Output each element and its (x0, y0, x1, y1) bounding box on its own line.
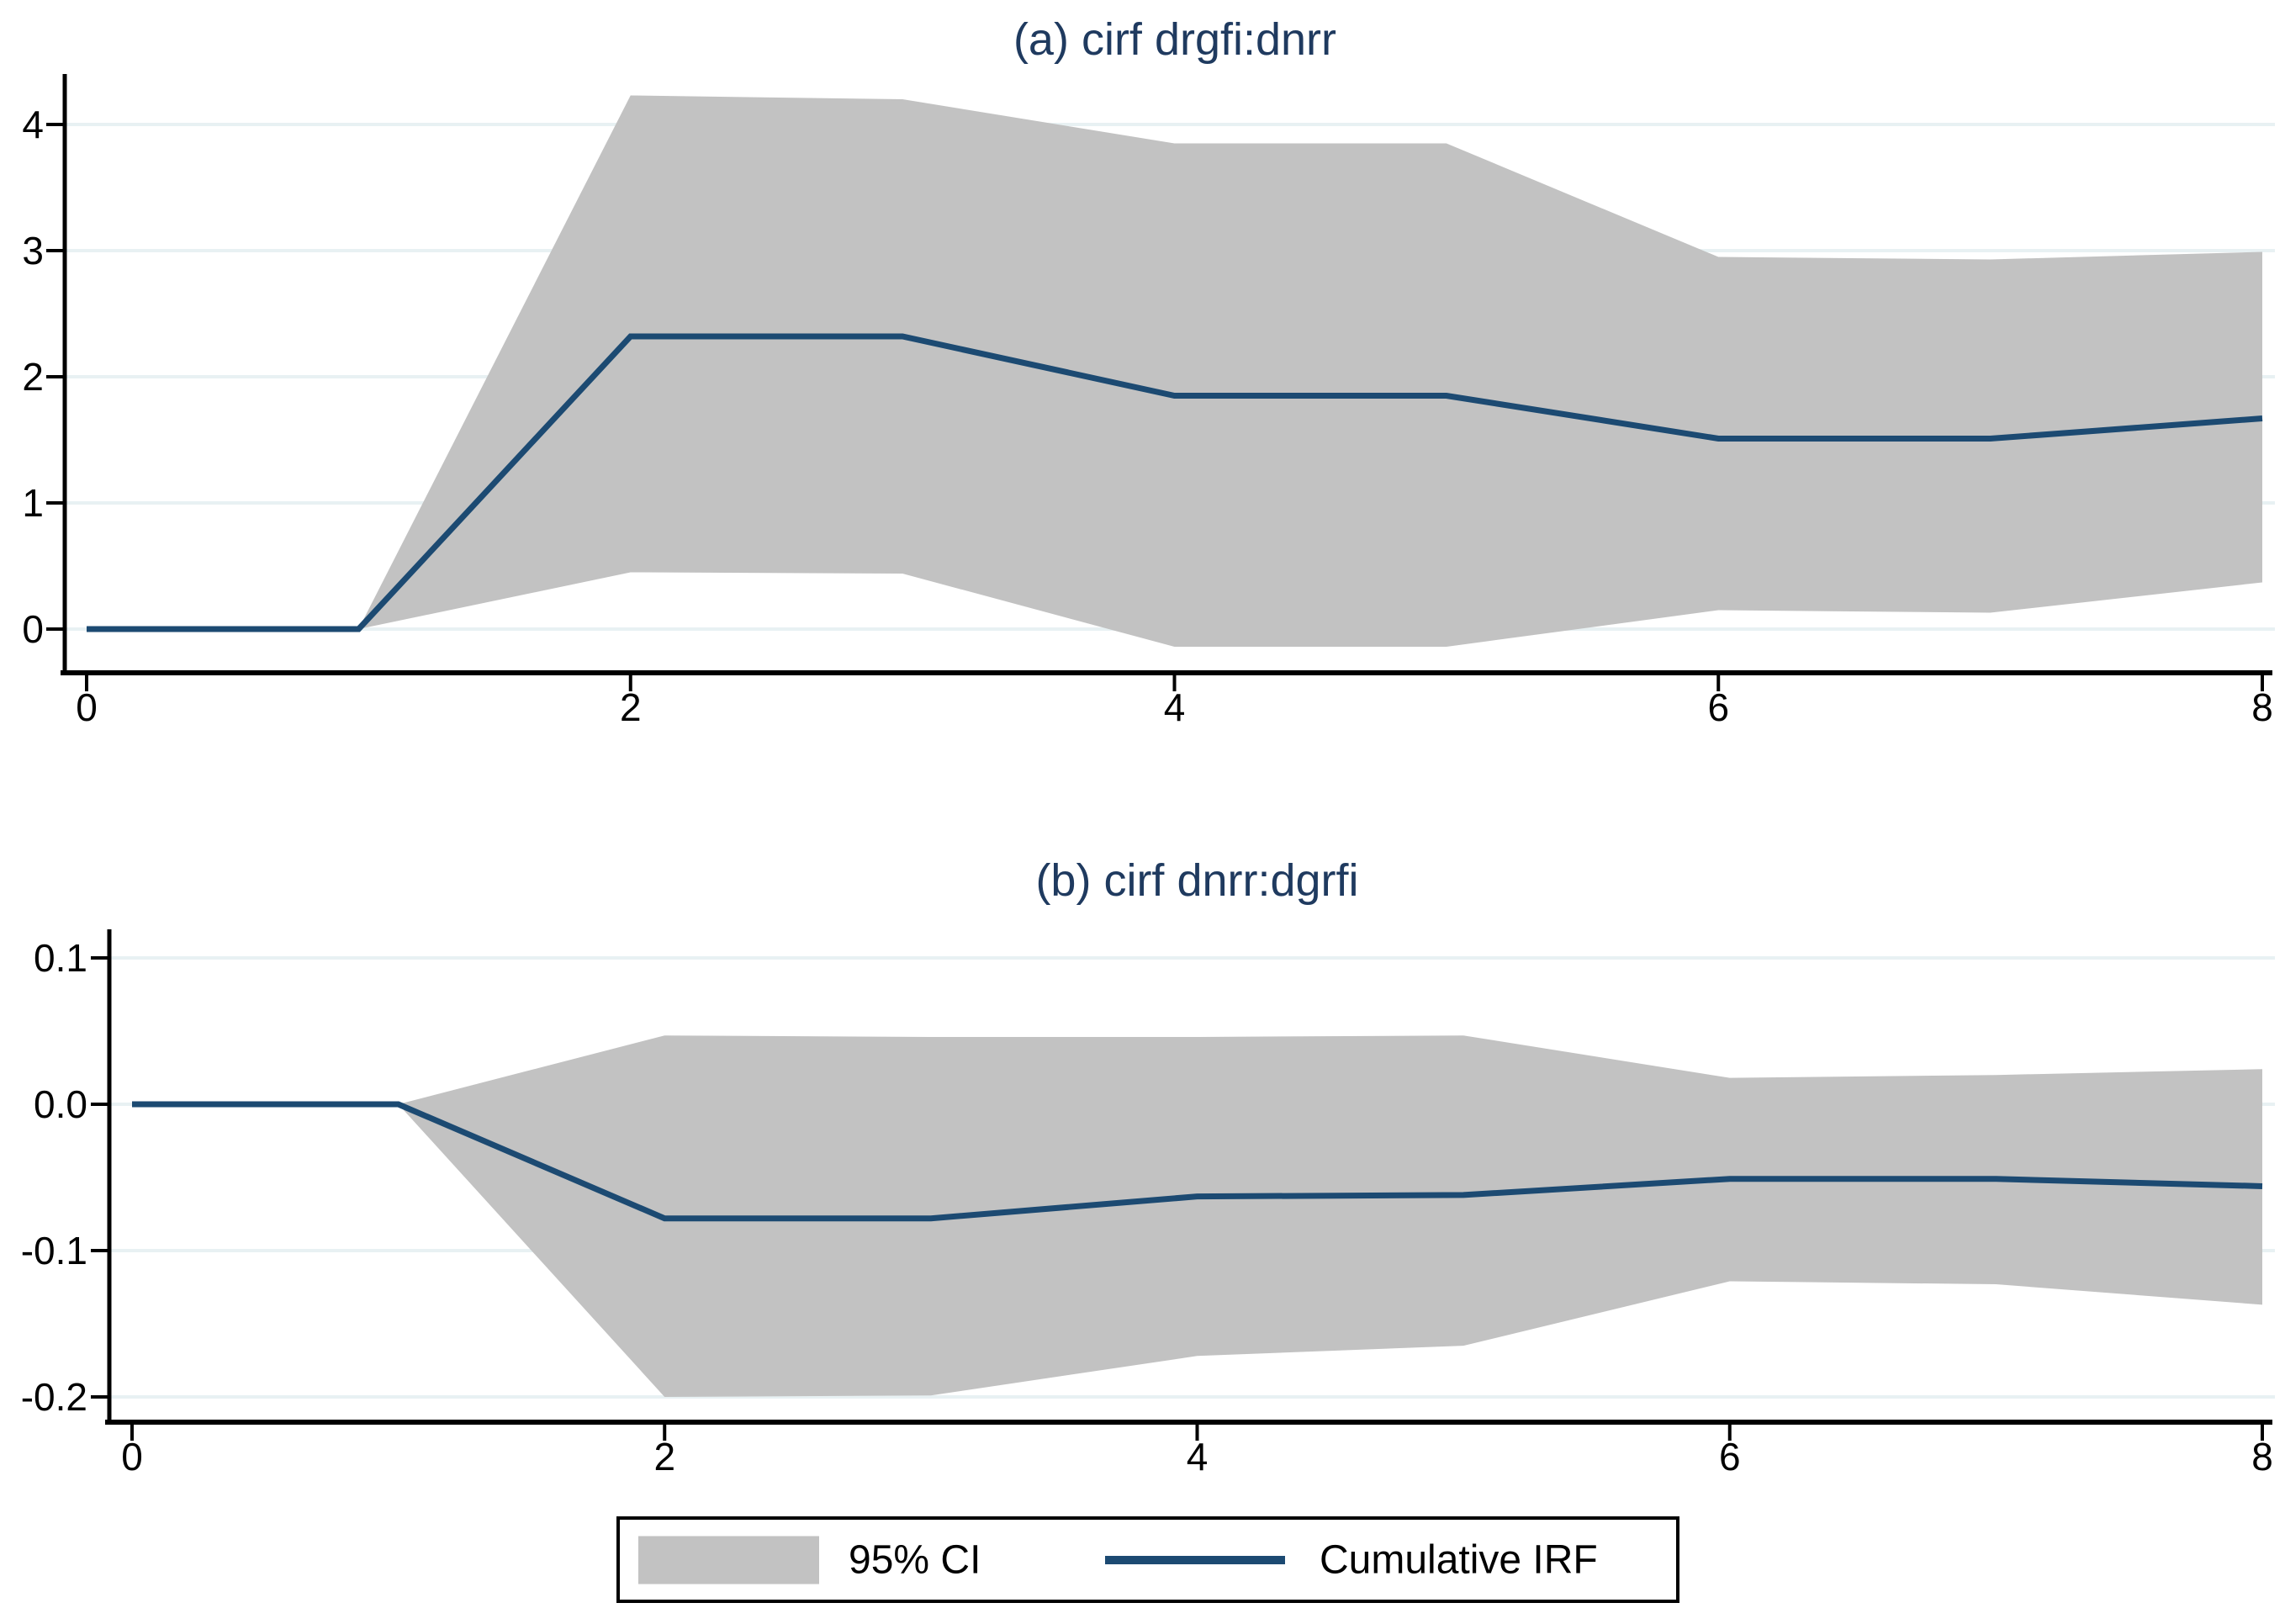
ci-band-legend-label: 95% CI (849, 1537, 981, 1582)
panel-a-x-tick-label: 8 (2251, 685, 2273, 729)
panel-a-y-tick-label: 1 (22, 481, 44, 525)
panel-b-irf-line (132, 1101, 2263, 1222)
panel-b-ci-band (132, 1035, 2262, 1397)
panel-b-x-tick-label: 4 (1186, 1435, 1209, 1479)
panel-a-y-tick-label: 4 (22, 103, 44, 146)
panel-b-x-tick-label: 6 (1718, 1435, 1741, 1479)
irf-line-swatch (1105, 1555, 1285, 1564)
panel-a-y-tick-label: 3 (22, 229, 44, 272)
panel-a-x-tick-label: 4 (1163, 685, 1186, 729)
panel-b-x-tick-label: 0 (121, 1435, 143, 1479)
panel-b-x-tick-label: 8 (2251, 1435, 2273, 1479)
panel-b-y-tick-label: -0.1 (20, 1229, 87, 1272)
panel-a-x-tick-label: 0 (76, 685, 98, 729)
panel-b-title: (b) cirf dnrr:dgrfi (1035, 855, 1359, 906)
panel-a-y-tick-label: 2 (22, 355, 44, 399)
legend: 95% CI Cumulative IRF (616, 1516, 1679, 1603)
panel-b-y-tick-label: 0.1 (34, 936, 87, 980)
panel-b-x-tick-label: 2 (653, 1435, 676, 1479)
panel-a-x-tick-label: 6 (1707, 685, 1730, 729)
panel-a-irf-line (87, 333, 2263, 632)
ci-band-swatch (638, 1536, 819, 1584)
panel-a-x-tick-label: 2 (619, 685, 642, 729)
panel-b-y-tick-label: -0.2 (20, 1375, 87, 1419)
panel-a-y-tick-label: 0 (22, 607, 44, 651)
panel-a-title: (a) cirf drgfi:dnrr (1013, 14, 1337, 65)
panel-a-ci-band (87, 95, 2262, 647)
panel-b-y-tick-label: 0.0 (34, 1082, 87, 1126)
irf-line-legend-label: Cumulative IRF (1320, 1537, 1598, 1582)
